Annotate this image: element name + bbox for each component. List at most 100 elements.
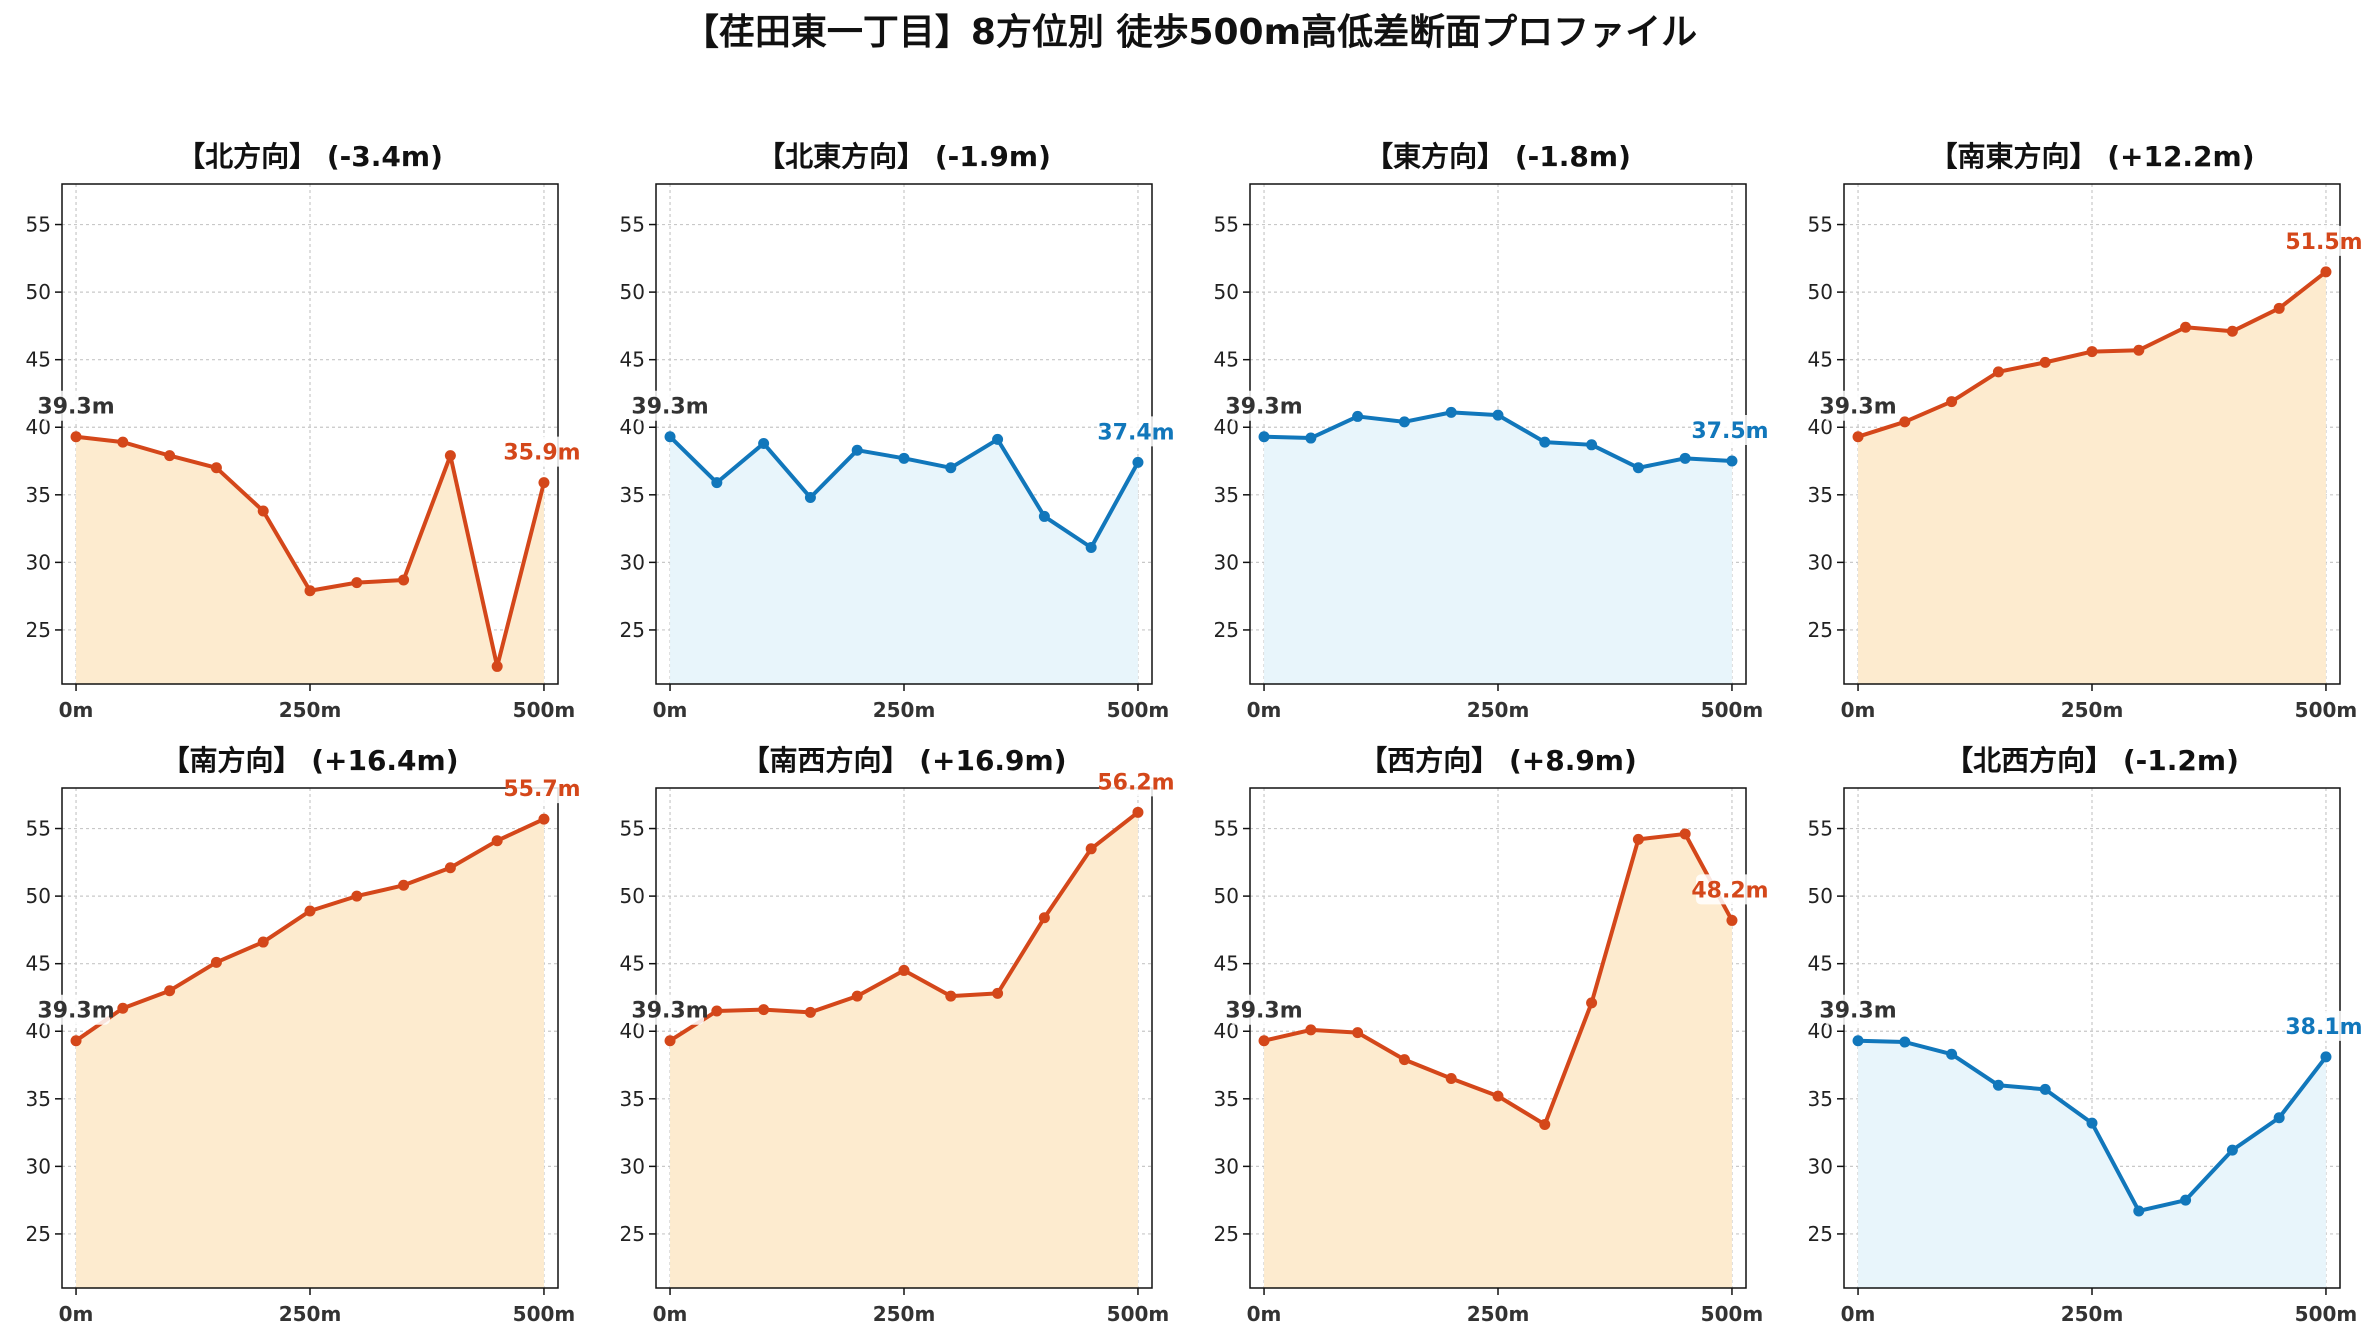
end-label-box — [507, 773, 580, 804]
area-fill — [1858, 271, 2326, 684]
data-point — [1398, 1054, 1410, 1066]
data-point — [2133, 344, 2145, 356]
data-point — [2180, 1194, 2192, 1206]
y-tick-label: 25 — [1214, 618, 1239, 642]
x-tick-label: 250m — [279, 1302, 342, 1326]
start-label-box — [1230, 994, 1299, 1025]
data-point — [1445, 1073, 1457, 1085]
y-tick-label: 35 — [26, 1087, 51, 1111]
start-value-label: 39.3m — [37, 395, 114, 420]
data-point — [1899, 416, 1911, 428]
x-tick-label: 0m — [1841, 698, 1876, 722]
end-value-label: 38.1m — [2285, 1015, 2362, 1040]
end-label-box — [1695, 415, 1768, 446]
data-point — [1852, 1035, 1864, 1047]
y-tick-label: 30 — [26, 550, 51, 574]
y-tick-label: 45 — [26, 952, 51, 976]
data-point — [1946, 396, 1958, 408]
y-tick-label: 55 — [26, 213, 51, 237]
data-point — [1726, 914, 1738, 926]
start-label-box — [1824, 994, 1893, 1025]
y-tick-label: 45 — [1214, 952, 1239, 976]
panel-title: 【北東方向】 (-1.9m) — [757, 140, 1051, 173]
data-point — [117, 436, 129, 448]
data-point — [304, 905, 316, 917]
y-tick-label: 50 — [620, 884, 645, 908]
y-tick-label: 25 — [1808, 618, 1833, 642]
data-point — [851, 444, 863, 456]
end-label-box — [1101, 766, 1174, 797]
y-tick-label: 30 — [1214, 550, 1239, 574]
area-fill — [1264, 833, 1732, 1288]
data-point — [491, 835, 503, 847]
x-tick-label: 500m — [513, 1302, 576, 1326]
data-point — [2273, 302, 2285, 314]
data-point — [398, 879, 410, 891]
start-value-label: 39.3m — [631, 395, 708, 420]
panel-title: 【南西方向】 (+16.9m) — [741, 744, 1066, 777]
x-tick-label: 500m — [1107, 1302, 1170, 1326]
end-value-label: 48.2m — [1691, 878, 1768, 903]
data-point — [758, 1004, 770, 1016]
data-point — [1258, 431, 1270, 443]
end-value-label: 35.9m — [503, 441, 580, 466]
start-value-label: 39.3m — [1819, 999, 1896, 1024]
data-point — [1398, 416, 1410, 428]
y-tick-label: 25 — [1808, 1222, 1833, 1246]
y-tick-label: 45 — [26, 348, 51, 372]
data-point — [898, 964, 910, 976]
x-tick-label: 500m — [1701, 698, 1764, 722]
y-tick-label: 55 — [620, 213, 645, 237]
start-value-label: 39.3m — [1225, 395, 1302, 420]
x-tick-label: 0m — [59, 698, 94, 722]
x-tick-label: 250m — [873, 698, 936, 722]
data-point — [1492, 1090, 1504, 1102]
x-tick-label: 500m — [513, 698, 576, 722]
data-point — [2226, 325, 2238, 337]
data-point — [538, 477, 550, 489]
area-fill — [1858, 1040, 2326, 1288]
y-tick-label: 50 — [1808, 884, 1833, 908]
x-tick-label: 500m — [2295, 1302, 2358, 1326]
start-value-label: 39.3m — [1225, 999, 1302, 1024]
start-value-label: 39.3m — [631, 999, 708, 1024]
panel-title: 【北方向】 (-3.4m) — [177, 140, 443, 173]
data-point — [70, 1035, 82, 1047]
y-tick-label: 50 — [1214, 280, 1239, 304]
data-point — [1305, 1024, 1317, 1036]
figure-suptitle: 【荏田東一丁目】8方位別 徒歩500m高低差断面プロファイル — [683, 12, 1697, 53]
start-label-box — [1230, 390, 1299, 421]
data-point — [804, 1006, 816, 1018]
data-point — [851, 990, 863, 1002]
x-tick-label: 0m — [653, 1302, 688, 1326]
y-tick-label: 55 — [26, 817, 51, 841]
data-point — [2133, 1205, 2145, 1217]
data-point — [711, 477, 723, 489]
panel-title: 【南方向】 (+16.4m) — [161, 744, 458, 777]
data-point — [804, 492, 816, 504]
data-point — [1085, 542, 1097, 554]
data-point — [2180, 321, 2192, 333]
data-point — [491, 660, 503, 672]
y-tick-label: 35 — [1808, 1087, 1833, 1111]
y-tick-label: 55 — [1214, 817, 1239, 841]
y-tick-label: 25 — [26, 618, 51, 642]
data-point — [1632, 833, 1644, 845]
x-tick-label: 250m — [1467, 698, 1530, 722]
start-label-box — [636, 994, 705, 1025]
y-tick-label: 35 — [26, 483, 51, 507]
data-point — [1085, 843, 1097, 855]
end-label-box — [1101, 416, 1174, 447]
data-point — [1992, 1079, 2004, 1091]
area-fill — [670, 436, 1138, 684]
y-tick-label: 30 — [620, 1154, 645, 1178]
panel-title: 【西方向】 (+8.9m) — [1359, 744, 1637, 777]
data-point — [1305, 432, 1317, 444]
data-point — [2086, 1117, 2098, 1129]
y-tick-label: 35 — [1214, 1087, 1239, 1111]
